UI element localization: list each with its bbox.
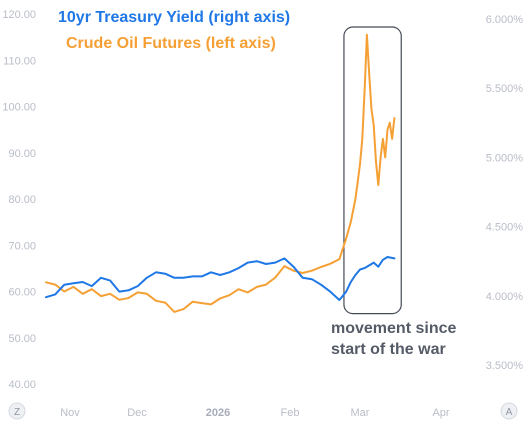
x-tick-label: Apr [432,407,449,419]
left-tick-label: 100.00 [2,102,36,114]
x-tick-label: Nov [60,407,80,419]
annotation-line-2: start of the war [331,341,446,358]
x-axis: Nov Dec 2026 Feb Mar Apr [60,407,450,419]
legend-label-oil: Crude Oil Futures (left axis) [66,35,276,52]
left-tick-label: 60.00 [8,287,36,299]
annotation-box-group [343,26,402,315]
legend-label-yield: 10yr Treasury Yield (right axis) [58,9,290,26]
annotation-box [343,26,402,315]
corner-controls[interactable]: Z A [8,402,518,420]
right-tick-label: 3.500% [486,360,524,372]
zoom-left-label: Z [14,407,20,418]
left-tick-label: 110.00 [3,55,36,67]
left-tick-label: 50.00 [8,333,36,345]
right-tick-label: 6.000% [486,14,524,26]
x-tick-label: 2026 [206,407,230,419]
left-tick-label: 40.00 [8,379,36,391]
right-tick-label: 4.000% [486,291,524,303]
left-tick-label: 80.00 [8,194,36,206]
zoom-right-label: A [506,407,513,418]
annotation: movement since start of the war [331,320,456,358]
zoom-right-button[interactable]: A [500,402,518,420]
series-group [45,33,396,313]
left-tick-label: 90.00 [8,148,36,160]
series-line-yield [45,256,396,301]
right-tick-label: 5.500% [486,83,524,95]
x-tick-label: Dec [127,407,147,419]
left-tick-label: 70.00 [8,240,36,252]
x-tick-label: Mar [351,407,370,419]
legend: 10yr Treasury Yield (right axis) Crude O… [58,9,290,52]
left-tick-label: 120.00 [2,9,36,21]
right-tick-label: 4.500% [486,222,524,234]
zoom-left-button[interactable]: Z [8,402,26,420]
x-tick-label: Feb [281,407,300,419]
right-tick-label: 5.000% [486,152,524,164]
right-axis: 6.000% 5.500% 5.000% 4.500% 4.000% 3.500% [486,14,524,372]
annotation-line-1: movement since [331,320,456,337]
left-axis: 120.00 110.00 100.00 90.00 80.00 70.00 60.00 50… [2,9,36,391]
series-line-oil [45,33,396,313]
